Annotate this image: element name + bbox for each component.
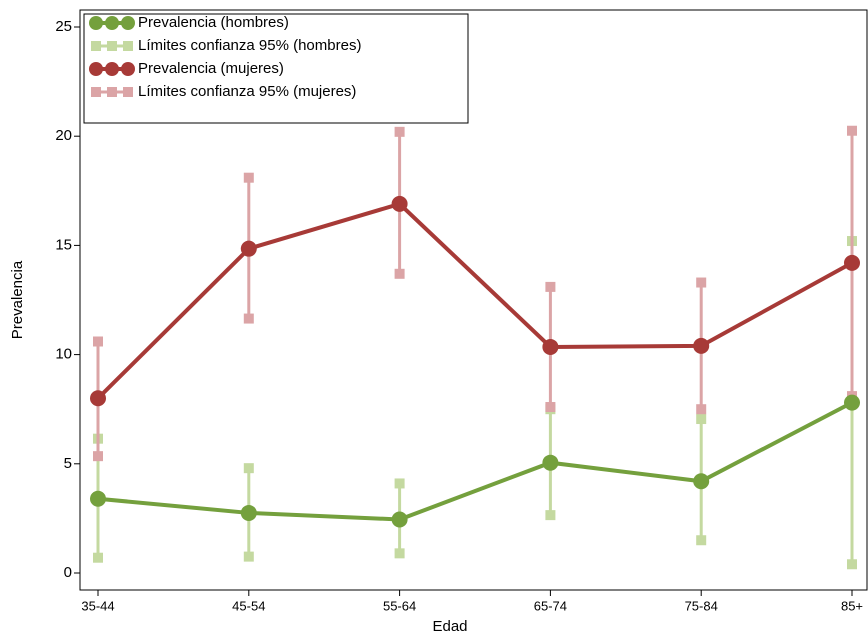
x-tick-label: 85+ — [841, 598, 863, 613]
point — [542, 338, 559, 355]
x-tick-label: 75-84 — [685, 598, 718, 613]
plot-frame — [79, 9, 868, 591]
legend-marker — [121, 62, 135, 76]
legend-marker — [89, 16, 103, 30]
ci-upper — [93, 336, 103, 347]
series-line — [96, 201, 853, 400]
ci-upper — [394, 478, 405, 489]
ci-upper — [545, 281, 556, 292]
legend-marker — [91, 87, 101, 97]
y-axis-label: Prevalencia — [9, 260, 26, 339]
point — [240, 240, 257, 257]
legend-marker — [105, 16, 119, 30]
x-tick-label: 65-74 — [534, 598, 567, 613]
y-tick-label: 5 — [64, 455, 72, 472]
y-tick-label: 25 — [55, 18, 72, 35]
x-tick-label: 55-64 — [383, 598, 416, 613]
y-tick-label: 0 — [64, 564, 72, 581]
legend-marker — [121, 16, 135, 30]
ci-lower — [93, 552, 103, 563]
ci-upper — [696, 414, 707, 425]
x-tick-label: 35-44 — [81, 598, 114, 613]
y-tick-label: 20 — [55, 127, 72, 144]
ci-upper — [243, 463, 254, 474]
legend-label: Prevalencia (hombres) — [138, 14, 289, 31]
legend-marker — [123, 87, 133, 97]
point — [542, 454, 559, 471]
ci-lower — [847, 559, 857, 570]
legend-label: Límites confianza 95% (mujeres) — [138, 83, 356, 100]
point — [240, 504, 257, 521]
y-tick-label: 15 — [55, 236, 72, 253]
ci-lower — [394, 268, 405, 279]
ci-lower — [243, 551, 254, 562]
point — [391, 195, 408, 212]
legend-marker — [123, 41, 133, 51]
ci-upper — [394, 126, 405, 137]
legend-marker — [107, 41, 117, 51]
x-axis-label: Edad — [432, 618, 467, 635]
ci-upper — [243, 172, 254, 183]
legend-marker — [91, 41, 101, 51]
series-line — [97, 400, 853, 522]
point — [693, 337, 710, 354]
point — [90, 390, 106, 407]
legend-label: Límites confianza 95% (hombres) — [138, 37, 361, 54]
ci-lower — [545, 510, 556, 521]
point — [693, 473, 710, 490]
legend-marker — [107, 87, 117, 97]
legend-label: Prevalencia (mujeres) — [138, 60, 284, 77]
x-tick-label: 45-54 — [232, 598, 265, 613]
ci-lower — [394, 548, 405, 559]
ci-lower — [243, 313, 254, 324]
y-tick-label: 10 — [55, 346, 72, 363]
ci-lower — [696, 535, 707, 546]
ci-upper — [696, 277, 707, 288]
legend-marker — [89, 62, 103, 76]
point — [391, 511, 408, 528]
ci-upper — [847, 125, 857, 136]
legend-box — [83, 13, 469, 124]
legend-marker — [105, 62, 119, 76]
ci-lower — [93, 451, 103, 462]
point — [90, 490, 106, 507]
point — [844, 254, 860, 271]
ci-lower — [545, 402, 556, 413]
point — [844, 394, 860, 411]
ci-lower — [696, 404, 707, 415]
